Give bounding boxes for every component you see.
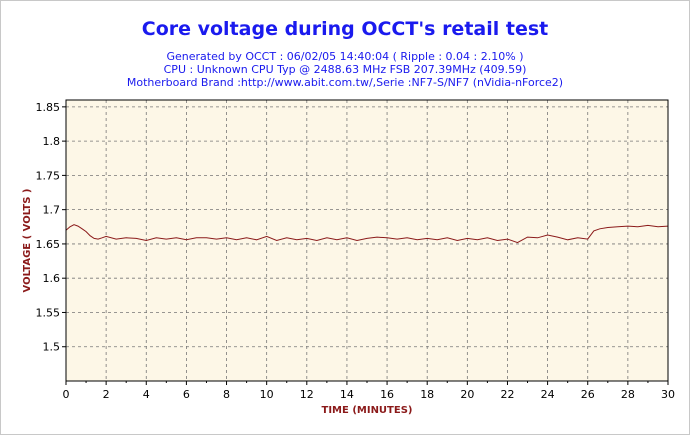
y-tick-label-1.8: 1.8: [43, 135, 61, 148]
x-tick-label-12: 12: [300, 388, 314, 401]
plot-area: [66, 100, 668, 381]
x-tick-label-6: 6: [183, 388, 190, 401]
x-tick-label-14: 14: [340, 388, 354, 401]
plot-border: [65, 99, 669, 382]
y-tick-label-1.5: 1.5: [43, 341, 61, 354]
x-tick-label-26: 26: [581, 388, 595, 401]
series-line-core-voltage: [65, 224, 669, 244]
y-axis-label: VOLTAGE ( VOLTS ): [22, 189, 33, 293]
y-tick-label-1.75: 1.75: [36, 169, 61, 182]
subtitle-generated: Generated by OCCT : 06/02/05 14:40:04 ( …: [166, 50, 524, 63]
x-tick-label-4: 4: [143, 388, 150, 401]
x-tick-label-16: 16: [380, 388, 394, 401]
x-tick-label-2: 2: [103, 388, 110, 401]
chart-title: Core voltage during OCCT's retail test: [141, 18, 549, 40]
x-tick-label-10: 10: [260, 388, 274, 401]
y-tick-label-1.65: 1.65: [36, 238, 61, 251]
axis-ticks: 0 2 4 6 8 10 12 14 16 18 20 22 24 26 28 301.51.551.61.6…: [36, 101, 676, 401]
x-tick-label-20: 20: [460, 388, 474, 401]
x-tick-label-22: 22: [500, 388, 514, 401]
x-tick-label-18: 18: [420, 388, 434, 401]
x-tick-label-28: 28: [621, 388, 635, 401]
x-tick-label-8: 8: [223, 388, 230, 401]
grid-lines: [66, 100, 668, 381]
subtitle-cpu: CPU : Unknown CPU Typ @ 2488.63 MHz FSB …: [163, 63, 527, 76]
x-tick-label-0: 0: [63, 388, 70, 401]
x-axis-label: TIME (MINUTES): [322, 405, 413, 416]
y-tick-label-1.85: 1.85: [36, 101, 61, 114]
x-tick-label-24: 24: [541, 388, 555, 401]
y-tick-label-1.7: 1.7: [43, 204, 61, 217]
x-tick-label-30: 30: [661, 388, 675, 401]
subtitle-motherboard: Motherboard Brand :http://www.abit.com.t…: [126, 76, 564, 89]
y-tick-label-1.55: 1.55: [36, 306, 61, 319]
y-tick-label-1.6: 1.6: [43, 272, 61, 285]
